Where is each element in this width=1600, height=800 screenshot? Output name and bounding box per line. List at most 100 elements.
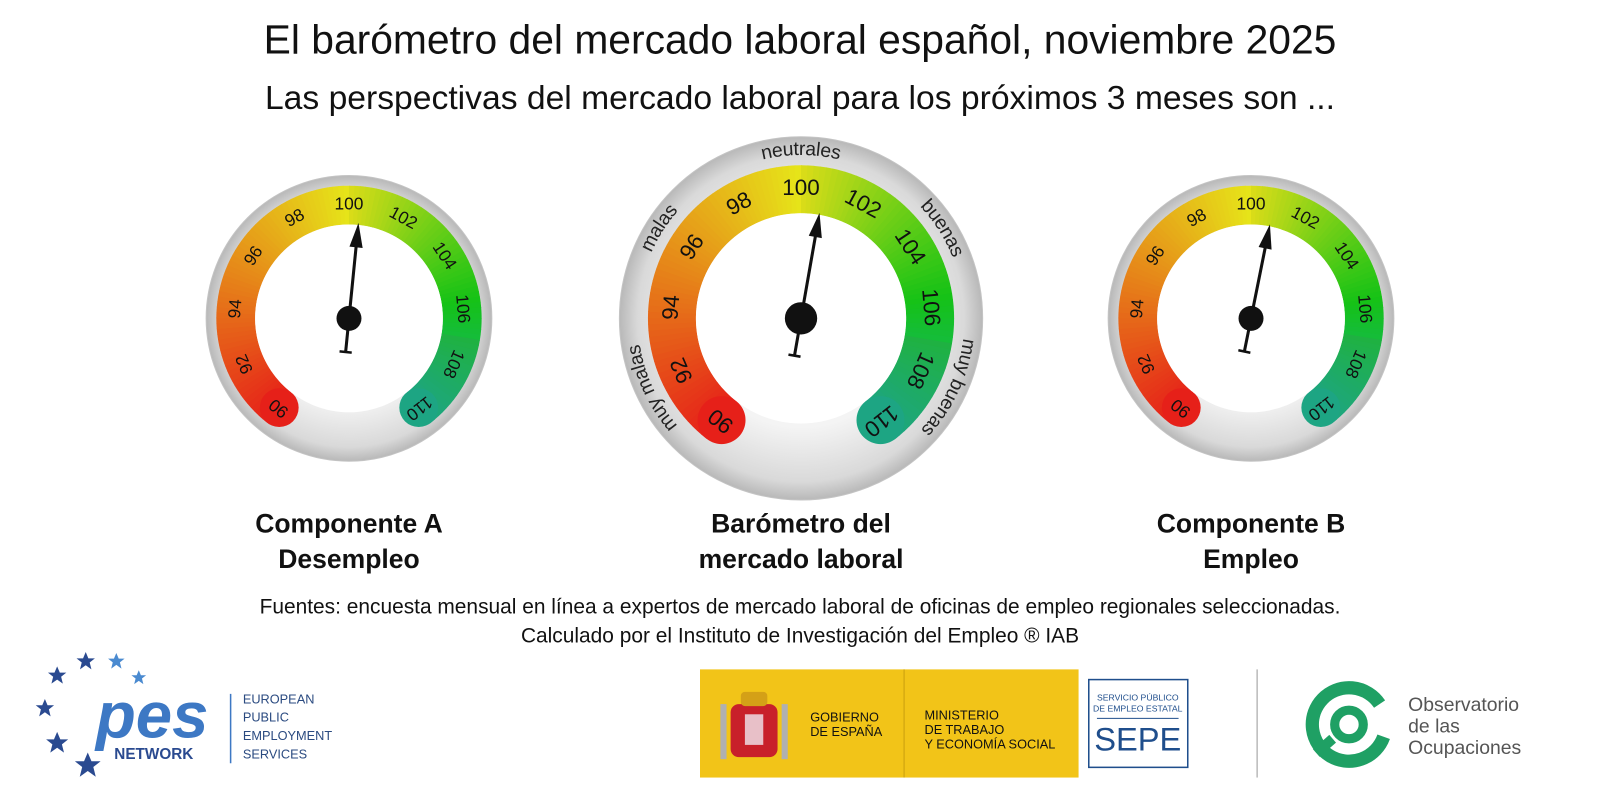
scale-band <box>1118 321 1158 330</box>
scale-band <box>1319 378 1353 409</box>
scale-band <box>1335 260 1373 282</box>
scale-band <box>1153 224 1186 255</box>
scale-band <box>1302 207 1329 243</box>
scale-band <box>247 378 280 409</box>
scale-band <box>285 198 309 236</box>
scale-band <box>891 239 936 269</box>
scale-band <box>898 262 947 285</box>
scale-band <box>1344 312 1384 319</box>
scale-band <box>1121 285 1161 300</box>
scale-band <box>905 305 954 315</box>
scale-band <box>648 298 697 310</box>
scale-band <box>1331 250 1368 275</box>
scale-band <box>229 254 267 278</box>
scale-band <box>316 188 331 228</box>
scale-band <box>1342 291 1382 304</box>
scale-band <box>1281 192 1300 232</box>
scale-band <box>669 371 713 402</box>
scale-band <box>794 165 802 214</box>
scale-band <box>1324 372 1360 401</box>
scale-band <box>814 166 827 215</box>
scale-band <box>1157 220 1188 252</box>
scale-band <box>1333 359 1371 382</box>
scale-band <box>217 329 257 341</box>
band-cap <box>1161 388 1201 428</box>
scale-band <box>1270 188 1285 228</box>
scale-band <box>321 187 335 227</box>
scale-band <box>229 359 267 382</box>
sepe-name: SEPE <box>1094 720 1181 757</box>
scale-band <box>835 173 858 221</box>
scale-band <box>1258 186 1269 226</box>
scale-band <box>227 259 265 281</box>
scale-band <box>1125 348 1164 367</box>
scale-band <box>368 188 383 228</box>
scale-band <box>851 183 881 229</box>
scale-band <box>372 189 388 229</box>
scale-band <box>1266 187 1279 227</box>
scale-band <box>431 255 469 278</box>
observatorio-text: Observatorio <box>1408 694 1519 716</box>
scale-band <box>895 251 942 277</box>
scale-band <box>654 347 702 368</box>
scale-band <box>901 274 950 294</box>
crest-field <box>744 714 764 745</box>
observatorio-text: de las <box>1408 716 1460 738</box>
needle-shaft <box>344 241 359 353</box>
sepe-box <box>1088 678 1189 769</box>
scale-band <box>883 224 926 258</box>
scale-band <box>442 322 482 330</box>
gauge-caption: Componente A <box>255 509 443 539</box>
scale-band <box>1223 187 1237 227</box>
scale-band <box>255 220 286 252</box>
ministerio-text: Y ECONOMÍA SOCIAL <box>924 736 1055 751</box>
credit: Calculado por el Instituto de Investigac… <box>521 624 1079 647</box>
scale-band <box>665 367 711 397</box>
scale-band <box>433 260 471 282</box>
scale-band <box>433 355 471 378</box>
scale-band <box>903 286 953 302</box>
scale-band <box>276 204 302 240</box>
scale-band <box>652 273 701 293</box>
scale-band <box>379 192 398 232</box>
scale-band <box>1173 206 1201 242</box>
scale-band <box>822 168 840 217</box>
sources: Fuentes: encuesta mensual en línea a exp… <box>260 596 1341 619</box>
band-cap <box>399 388 439 428</box>
scale-band <box>403 210 431 245</box>
scale-band <box>702 197 737 239</box>
needle <box>1238 224 1272 354</box>
scale-band <box>1335 355 1373 378</box>
needle-head <box>808 212 822 239</box>
scale-band <box>422 372 458 401</box>
scale-band <box>707 193 741 236</box>
scale-band <box>438 341 478 357</box>
scale-band <box>658 355 705 380</box>
scale-band <box>437 345 477 362</box>
scale-band <box>675 378 718 413</box>
scale-band <box>843 178 869 225</box>
scale-band <box>901 344 950 363</box>
scale-band <box>240 372 275 400</box>
scale-band <box>1299 204 1325 241</box>
pes-network: NETWORK <box>114 746 193 763</box>
scale-band <box>1274 189 1290 229</box>
sepe-line: DE EMPLEO ESTATAL <box>1093 703 1183 713</box>
scale-band <box>663 244 709 273</box>
scale-band <box>1340 341 1380 357</box>
scale-band <box>862 193 896 236</box>
scale-band <box>1207 191 1225 230</box>
scale-band <box>672 228 716 261</box>
scale-band <box>429 362 466 387</box>
scale-band <box>660 359 707 386</box>
scale-band <box>1121 337 1160 351</box>
scale-band <box>1134 249 1171 274</box>
scale-band <box>1122 279 1162 296</box>
scale-band <box>666 239 712 269</box>
scale-band <box>1218 188 1233 228</box>
scale-band <box>1142 372 1177 400</box>
pillar <box>720 704 727 760</box>
scale-band <box>241 236 276 264</box>
scale-band <box>1118 317 1158 324</box>
scale-band <box>906 311 955 319</box>
